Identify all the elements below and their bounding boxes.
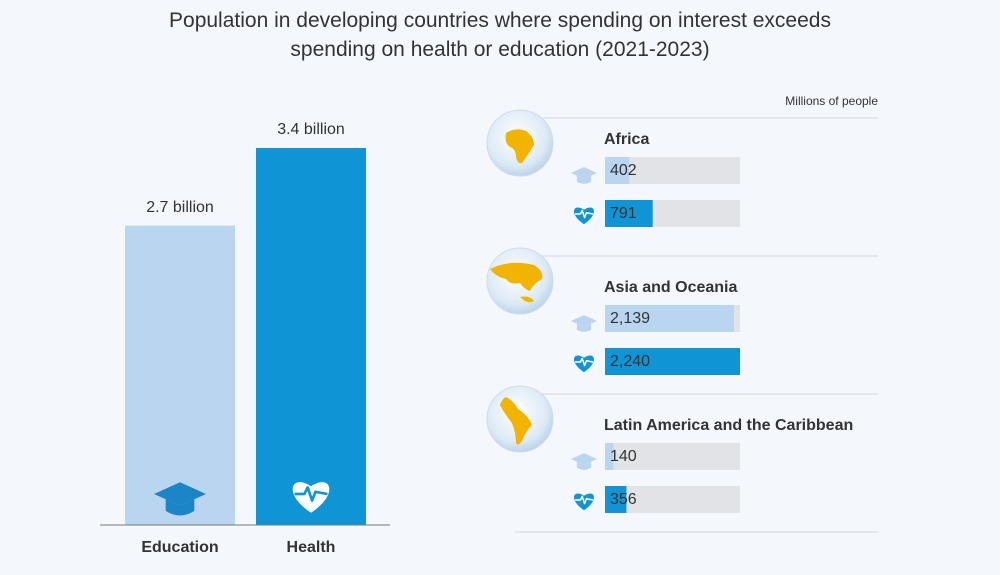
cap-icon [576,323,592,332]
value-label: 356 [610,491,637,508]
continent [505,129,534,164]
bar [605,486,627,513]
value-label: 791 [610,205,637,222]
heart-pulse [575,357,594,367]
bar [605,157,630,184]
bar [125,225,235,525]
bar [605,200,653,227]
bar [605,348,740,375]
chart-title: Population in developing countries where… [169,9,831,61]
bar-track [605,443,740,470]
category-label: Health [287,539,336,556]
value-label: 3.4 billion [277,121,345,138]
value-label: 402 [610,162,637,179]
value-label: 2,240 [610,353,650,370]
cap-icon [571,315,597,327]
heart-pulse [575,495,594,505]
bar [256,148,366,525]
cap-icon [576,175,592,184]
unit-label: Millions of people [785,94,878,108]
region-label: Latin America and the Caribbean [604,417,853,434]
bar [605,443,614,470]
cap-icon [165,499,195,516]
category-label: Education [141,539,218,556]
continent [500,397,532,445]
cap-icon [571,453,597,465]
region-label: Africa [604,131,649,148]
value-label: 140 [610,448,637,465]
value-label: 2,139 [610,310,650,327]
bar-track [605,486,740,513]
region-label: Asia and Oceania [604,279,737,296]
cap-icon [576,461,592,470]
bar [605,305,734,332]
heart-pulse [575,209,594,219]
heart-pulse [294,486,328,502]
cap-icon [571,167,597,179]
title-box: Population in developing countries where… [169,9,831,61]
value-label: 2.7 billion [146,199,214,216]
continent [490,262,543,303]
